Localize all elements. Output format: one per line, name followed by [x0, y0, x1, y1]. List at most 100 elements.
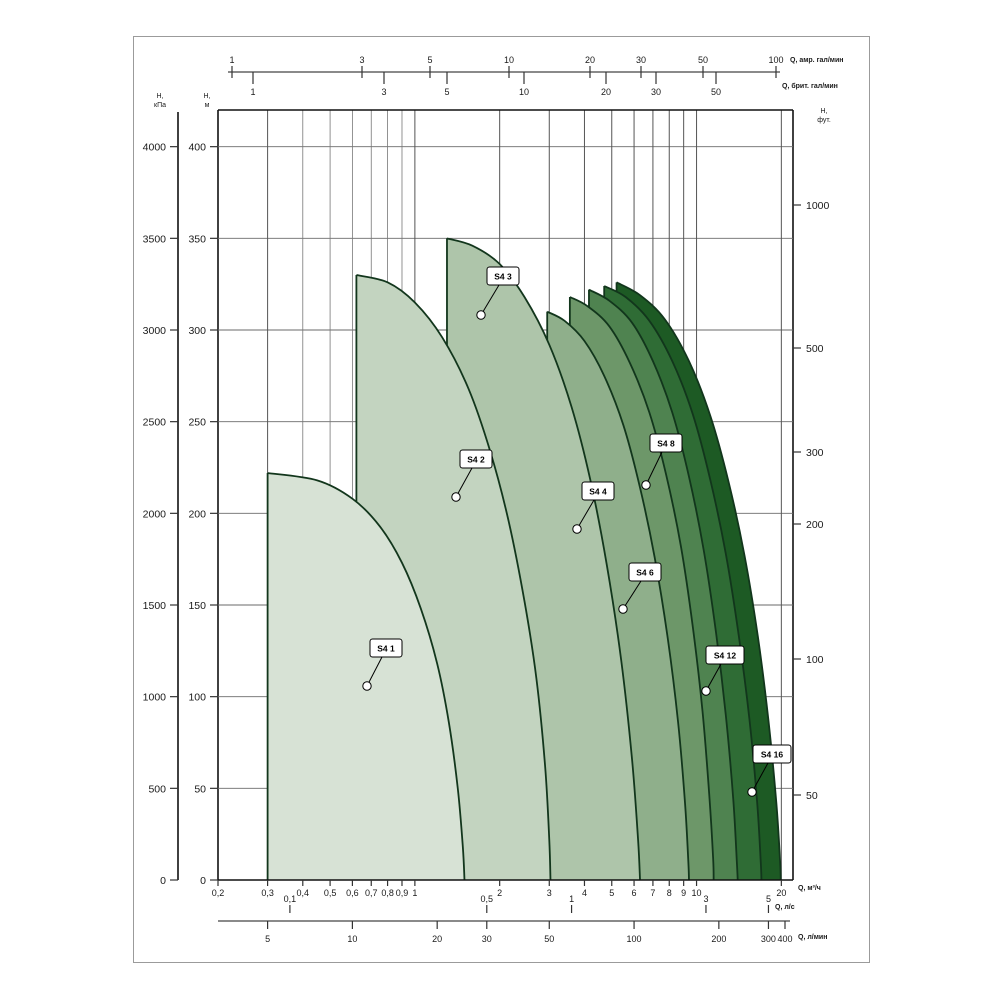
left-axis-kpa: H, кПа 0 500 1000 1500 2000 2500 3000 3500 4000	[143, 93, 179, 887]
bottom-m3h-unit-label: Q, м³/ч	[798, 885, 821, 892]
left-axis-meters: H, м 0 50 100 150 200 250 300 350 400	[188, 93, 219, 887]
bottom-lmin-tick-4: 50	[544, 934, 554, 944]
bottom-m3h-tick-16: 9	[681, 888, 686, 898]
bottom-m3h-tick-18: 20	[776, 888, 786, 898]
callout-box-s4-12[interactable]	[705, 645, 745, 665]
bottom-axis-ls: 0,1 0,5 1 3 5 Q, л/с	[284, 894, 795, 913]
kpa-tick-0: 0	[160, 875, 166, 887]
callout-leader-s4-4	[576, 499, 595, 530]
top-us-tick-30: 30	[636, 55, 646, 65]
top-imp-tick-30: 30	[651, 87, 661, 97]
kpa-tick-2000: 2000	[143, 508, 167, 520]
kpa-unit-bottom: кПа	[154, 102, 166, 109]
callout-label-s4-3: S4 3	[494, 272, 512, 282]
callout-dot-s4-6	[618, 604, 628, 614]
ft-unit-bottom: фут.	[817, 117, 831, 124]
callout-box-s4-1[interactable]	[369, 638, 403, 658]
top-imp-tick-3: 3	[381, 87, 386, 97]
bottom-m3h-tick-14: 7	[650, 888, 655, 898]
bottom-lmin-tick-6: 200	[711, 934, 726, 944]
top-imp-tick-1: 1	[250, 87, 255, 97]
m-tick-250: 250	[188, 417, 206, 429]
m-tick-100: 100	[188, 692, 206, 704]
callout-leader-s4-3	[480, 284, 500, 316]
ft-tick-1000: 1000	[806, 200, 830, 212]
callout-box-s4-2[interactable]	[459, 449, 493, 469]
top-us-tick-1: 1	[229, 55, 234, 65]
top-us-tick-10: 10	[504, 55, 514, 65]
bottom-m3h-tick-10: 3	[547, 888, 552, 898]
bottom-ls-tick-2: 1	[569, 894, 574, 904]
callout-dot-s4-12	[701, 686, 711, 696]
kpa-tick-1500: 1500	[143, 600, 167, 612]
m-tick-400: 400	[188, 142, 206, 154]
callout-label-s4-4: S4 4	[589, 487, 607, 497]
bottom-m3h-tick-17: 10	[692, 888, 702, 898]
top-imp-tick-10: 10	[519, 87, 529, 97]
bottom-m3h-tick-8: 1	[412, 888, 417, 898]
bottom-lmin-tick-8: 400	[777, 934, 792, 944]
ft-tick-300: 300	[806, 447, 824, 459]
callout-box-s4-3[interactable]	[486, 266, 520, 286]
ft-unit-top: H,	[821, 108, 828, 115]
bottom-m3h-tick-3: 0,5	[324, 888, 337, 898]
curve-line-s4-2	[356, 274, 552, 880]
pump-curve-areas	[266, 237, 782, 880]
kpa-tick-2500: 2500	[143, 417, 167, 429]
curve-line-s4-4	[546, 310, 690, 880]
bottom-axis-m3h: 0,2 0,3 0,4 0,5 0,6 0,7 0,8 0,9 1 2 3 4 5 6 7 8 9 10 20 Q,…	[212, 880, 821, 898]
ft-tick-500: 500	[806, 343, 824, 355]
top-us-tick-50: 50	[698, 55, 708, 65]
callout-label-s4-8: S4 8	[657, 439, 675, 449]
callout-box-s4-16[interactable]	[752, 744, 792, 764]
bottom-lmin-tick-7: 300	[761, 934, 776, 944]
callout-box-s4-8[interactable]	[649, 433, 683, 453]
bottom-m3h-tick-11: 4	[582, 888, 587, 898]
bottom-m3h-tick-2: 0,4	[297, 888, 310, 898]
top-axis-us-gallons: 1 3 5 10 20 30 50 100 Q, амр. гал/мин	[228, 55, 843, 78]
bottom-ls-tick-0: 0,1	[284, 894, 297, 904]
bottom-ls-tick-3: 3	[703, 894, 708, 904]
callout-label-s4-2: S4 2	[467, 455, 485, 465]
top-us-tick-5: 5	[427, 55, 432, 65]
bottom-m3h-tick-1: 0,3	[261, 888, 274, 898]
callout-leader-s4-2	[455, 467, 473, 498]
bottom-ls-tick-1: 0,5	[481, 894, 494, 904]
bottom-lmin-unit-label: Q, л/мин	[798, 934, 827, 941]
curve-line-s4-1	[267, 472, 466, 880]
callout-box-s4-4[interactable]	[581, 481, 615, 501]
callout-dot-s4-3	[476, 310, 486, 320]
kpa-tick-3500: 3500	[143, 233, 167, 245]
top-axis-imperial-gallons: 1 3 5 10 20 30 50 Q, брит. гал/мин	[250, 72, 838, 97]
curve-line-s4-12	[603, 285, 763, 880]
callout-dot-s4-8	[641, 480, 651, 490]
kpa-tick-4000: 4000	[143, 142, 167, 154]
callout-label-s4-12: S4 12	[714, 651, 736, 661]
kpa-tick-1000: 1000	[143, 692, 167, 704]
bottom-lmin-tick-3: 30	[482, 934, 492, 944]
kpa-unit-top: H,	[157, 93, 164, 100]
curve-line-s4-3	[446, 237, 641, 880]
ft-tick-200: 200	[806, 519, 824, 531]
bottom-m3h-tick-6: 0,8	[381, 888, 394, 898]
callout-label-s4-16: S4 16	[761, 750, 783, 760]
bottom-ls-unit-label: Q, л/с	[775, 904, 795, 911]
bottom-axis-lmin: 5 10 20 30 50 100 200 300 400 Q, л/мин	[218, 920, 827, 944]
bottom-m3h-tick-4: 0,6	[346, 888, 359, 898]
bottom-m3h-tick-5: 0,7	[365, 888, 378, 898]
kpa-tick-3000: 3000	[143, 325, 167, 337]
m-tick-350: 350	[188, 233, 206, 245]
ft-tick-100: 100	[806, 654, 824, 666]
top-us-tick-100: 100	[768, 55, 783, 65]
callout-leader-s4-1	[366, 656, 383, 687]
bottom-m3h-tick-15: 8	[667, 888, 672, 898]
callout-leader-s4-8	[645, 451, 663, 486]
curve-callouts: S4 1 S4 2 S4 3 S4 4 S4 6 S4 8 S4 12 S4 16	[362, 266, 792, 797]
m-tick-50: 50	[194, 783, 206, 795]
bottom-lmin-tick-0: 5	[265, 934, 270, 944]
callout-dot-s4-4	[572, 524, 582, 534]
callout-label-s4-1: S4 1	[377, 644, 395, 654]
callout-box-s4-6[interactable]	[628, 562, 662, 582]
